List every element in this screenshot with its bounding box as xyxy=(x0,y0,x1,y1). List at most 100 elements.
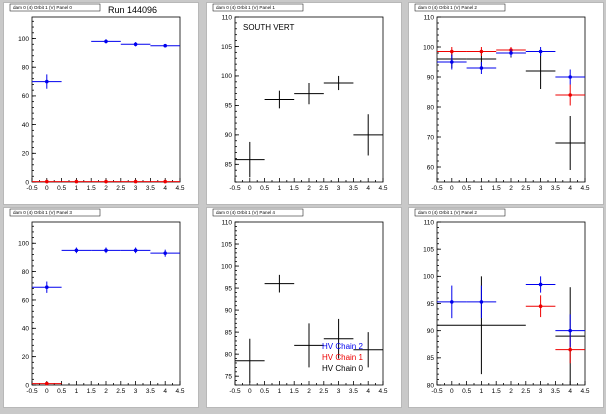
x-tick-label: 2 xyxy=(509,185,513,192)
data-point-marker xyxy=(104,179,108,184)
x-tick-label: 2 xyxy=(104,388,108,395)
y-tick-label: 60 xyxy=(22,93,30,100)
y-tick-label: 105 xyxy=(423,246,434,253)
x-tick-label: 2 xyxy=(307,185,311,192)
x-tick-label: 0.5 xyxy=(57,388,66,395)
data-point-marker xyxy=(568,328,572,333)
y-tick-label: 80 xyxy=(22,65,30,72)
y-tick-label: 85 xyxy=(225,329,233,336)
data-point-marker xyxy=(450,300,454,304)
data-point-marker xyxy=(133,42,138,47)
data-point-marker xyxy=(538,282,543,287)
y-tick-label: 110 xyxy=(222,14,233,21)
y-tick-label: 20 xyxy=(22,354,30,361)
x-tick-label: 0 xyxy=(450,388,454,395)
x-tick-label: -0.5 xyxy=(431,185,443,192)
data-point-marker xyxy=(538,49,543,54)
y-tick-label: 105 xyxy=(221,44,232,51)
x-tick-label: 4 xyxy=(163,185,167,192)
pad-bottom-left: dam 0 (4) Orbit 1 (V) Panel 3 -0.5 0 0.5 1 1.… xyxy=(3,207,199,408)
y-tick-label: 110 xyxy=(424,219,435,226)
x-tick-label: 3.5 xyxy=(551,388,560,395)
x-tick-label: 0.5 xyxy=(260,388,269,395)
data-point-marker xyxy=(479,300,484,304)
y-tick-label: 100 xyxy=(423,44,434,51)
y-tick-label: 85 xyxy=(225,162,233,169)
x-tick-label: 2.5 xyxy=(116,185,125,192)
x-tick-label: 3.5 xyxy=(146,185,155,192)
x-tick-label: 1 xyxy=(278,185,282,192)
y-tick-label: 20 xyxy=(22,151,30,158)
x-tick-label: 4 xyxy=(568,185,572,192)
y-tick-label: 60 xyxy=(22,297,30,304)
y-tick-label: 60 xyxy=(427,164,435,171)
y-tick-label: 110 xyxy=(222,219,233,226)
y-tick-label: 110 xyxy=(424,14,435,21)
pad-top-middle: dam 0 (4) Orbit 1 (V) Panel 1 -0.5 0 0.5 1 1.… xyxy=(206,2,402,205)
y-tick-label: 40 xyxy=(22,122,30,129)
data-point-marker xyxy=(133,248,138,253)
y-tick-label: 85 xyxy=(427,355,435,362)
legend: HV Chain 2 HV Chain 1 HV Chain 0 xyxy=(322,341,363,374)
pad-title: dam 0 (4) Orbit 1 (V) Panel 2 xyxy=(418,5,477,10)
x-tick-label: 0.5 xyxy=(57,185,66,192)
data-point-marker xyxy=(163,179,167,184)
x-tick-label: -0.5 xyxy=(229,388,241,395)
y-tick-label: 95 xyxy=(427,301,435,308)
x-tick-label: 3.5 xyxy=(349,185,358,192)
x-tick-label: -0.5 xyxy=(229,185,241,192)
x-tick-label: 0.5 xyxy=(462,185,471,192)
pad-top-left: dam 0 (4) Orbit 1 (V) Panel 0 -0.5 0 0.5 1 1.… xyxy=(3,2,199,205)
chart-3: dam 0 (4) Orbit 1 (V) Panel 2 -0.5 0 0.5 1 1.… xyxy=(414,3,590,192)
x-tick-label: 1.5 xyxy=(87,388,96,395)
pad-title-box xyxy=(9,3,101,12)
x-tick-label: 0 xyxy=(450,185,454,192)
data-point-marker xyxy=(74,179,79,184)
data-point-marker xyxy=(163,43,167,48)
y-tick-label: 100 xyxy=(423,274,434,281)
y-tick-label: 95 xyxy=(225,103,233,110)
y-tick-label: 90 xyxy=(427,74,435,81)
pad-title: dam 0 (4) Orbit 1 (V) Panel 0 xyxy=(13,5,72,10)
x-tick-label: 1 xyxy=(480,185,484,192)
y-tick-label: 0 xyxy=(25,179,29,186)
chart-2: dam 0 (4) Orbit 1 (V) Panel 1 -0.5 0 0.5 1 1.… xyxy=(212,3,388,192)
pad-bottom-middle: dam 0 (4) Orbit 1 (V) Panel 4 -0.5 0 0.5 1 1.… xyxy=(206,207,402,408)
x-tick-label: 4.5 xyxy=(378,388,387,395)
x-tick-label: 1 xyxy=(480,388,484,395)
pad-title: dam 0 (4) Orbit 1 (V) Panel 3 xyxy=(13,210,72,215)
chart-4: dam 0 (4) Orbit 1 (V) Panel 3-0.5 0 0.5 1 1.… xyxy=(9,208,185,395)
y-tick-label: 90 xyxy=(225,307,233,314)
x-tick-label: 2.5 xyxy=(521,185,530,192)
data-point-marker xyxy=(479,66,484,70)
y-tick-label: 70 xyxy=(427,134,435,141)
data-point-marker xyxy=(568,75,572,79)
x-tick-label: 4 xyxy=(568,388,572,395)
x-tick-label: 2.5 xyxy=(116,388,125,395)
pad-title-box xyxy=(212,208,304,217)
data-point-marker xyxy=(104,248,108,253)
x-tick-label: 1.5 xyxy=(492,388,501,395)
data-point-marker xyxy=(163,251,167,255)
x-tick-label: 1 xyxy=(278,388,282,395)
x-tick-label: 3.5 xyxy=(349,388,358,395)
x-tick-label: 1.5 xyxy=(290,388,299,395)
x-tick-label: 3 xyxy=(337,185,341,192)
x-tick-label: 1.5 xyxy=(87,185,96,192)
y-tick-label: 0 xyxy=(25,382,29,389)
x-tick-label: 4.5 xyxy=(175,388,184,395)
x-tick-label: -0.5 xyxy=(26,185,38,192)
x-tick-label: 4 xyxy=(366,185,370,192)
pad-title: dam 0 (4) Orbit 1 (V) Panel 2 xyxy=(418,210,477,215)
x-tick-label: 0 xyxy=(248,185,252,192)
y-tick-label: 90 xyxy=(225,132,233,139)
pad-bottom-right: dam 0 (4) Orbit 1 (V) Panel 2 -0.5 0 0.5 1 1.… xyxy=(408,207,604,408)
run-label: Run 144096 xyxy=(108,5,158,15)
y-tick-label: 95 xyxy=(225,285,233,292)
plot-frame xyxy=(436,221,586,386)
x-tick-label: 0.5 xyxy=(462,388,471,395)
pad-title-box xyxy=(414,3,506,12)
data-point-marker xyxy=(104,39,108,44)
x-tick-label: 4.5 xyxy=(378,185,387,192)
plot-frame xyxy=(436,16,586,183)
